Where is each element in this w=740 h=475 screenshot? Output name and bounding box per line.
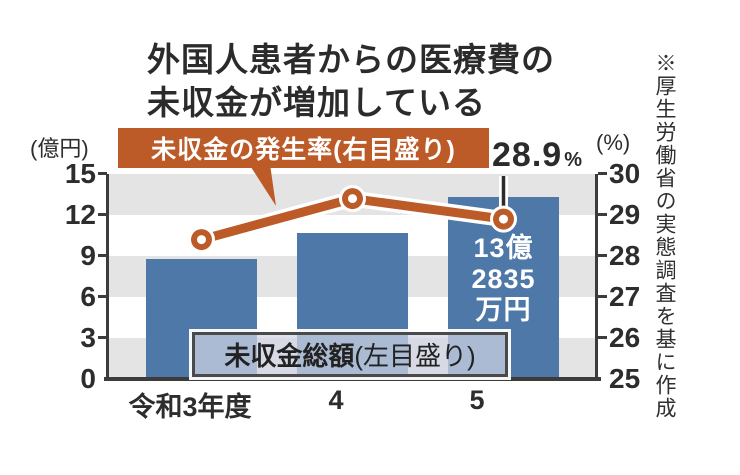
left-axis-tick-label: 0 [80, 363, 96, 394]
right-axis-tick-label: 30 [609, 158, 641, 189]
bar-value-line1: 13億 [473, 233, 534, 263]
chart-title: 外国人患者からの医療費の 未収金が増加している [147, 38, 555, 124]
left-axis-line [106, 174, 109, 380]
left-axis-tick-label: 15 [64, 158, 96, 189]
left-axis-tick-label: 12 [64, 199, 96, 230]
bar-series-legend-bold: 未収金総額 [224, 341, 355, 371]
bar-series-legend-rest: (左目盛り) [354, 341, 476, 371]
right-axis-tick-label: 29 [609, 199, 641, 230]
axis-tick [598, 172, 607, 175]
left-axis-unit: (億円) [30, 136, 89, 161]
axis-tick [598, 213, 607, 216]
right-axis-tick-label: 28 [609, 240, 641, 271]
x-label-reiwa3: 令和3年度 [128, 392, 252, 422]
peak-value-label: 28.9 % [492, 136, 582, 175]
x-label-reiwa4: 4 [328, 385, 344, 415]
left-axis-tick-label: 9 [80, 240, 96, 271]
bottom-axis-line [104, 377, 601, 381]
axis-tick [98, 172, 107, 175]
axis-tick [98, 213, 107, 216]
bar-value-line3: 万円 [475, 295, 532, 325]
right-axis-tick-label: 25 [609, 363, 641, 394]
axis-tick [98, 295, 107, 298]
right-axis-line [595, 174, 598, 380]
peak-value-number: 28.9 [492, 136, 563, 174]
chart-title-line2: 未収金が増加している [147, 84, 487, 121]
bar-series-legend: 未収金総額 (左目盛り) [192, 332, 508, 377]
chart-title-line1: 外国人患者からの医療費の [147, 41, 555, 78]
axis-tick [598, 336, 607, 339]
peak-value-unit: % [564, 149, 582, 171]
right-axis-tick-label: 27 [609, 281, 641, 312]
bar-value-line2: 2835 [471, 264, 536, 294]
right-axis-unit: (%) [596, 130, 631, 155]
line-series-legend: 未収金の発生率(右目盛り) [118, 128, 489, 168]
bar-value-label: 13億 2835 万円 [448, 233, 559, 326]
axis-tick [598, 254, 607, 257]
left-axis-tick-label: 6 [80, 281, 96, 312]
axis-tick [598, 295, 607, 298]
source-note: ※厚生労働省の実態調査を基に作成 [653, 52, 677, 420]
x-label-reiwa5: 5 [469, 385, 485, 415]
axis-tick [98, 336, 107, 339]
axis-tick [98, 254, 107, 257]
right-axis-tick-label: 26 [609, 322, 641, 353]
left-axis-tick-label: 3 [80, 322, 96, 353]
